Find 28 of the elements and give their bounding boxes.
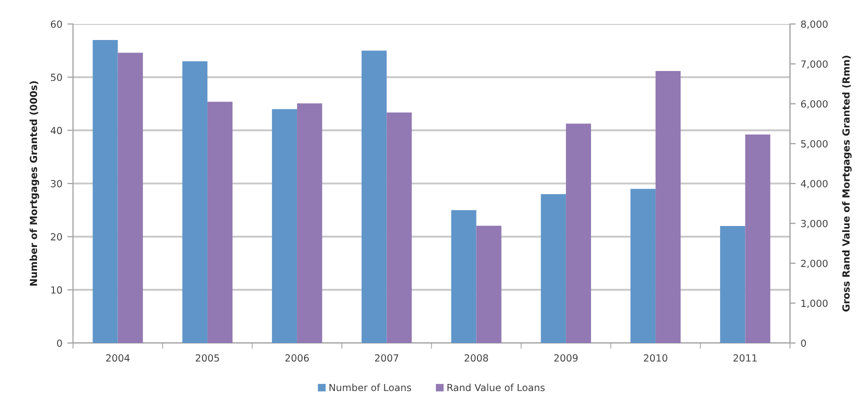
y-axis-title: Number of Mortgages Granted (000s) [30,81,40,286]
x-tick-label: 2008 [464,354,488,362]
y2-tick-label: 2,000 [801,260,828,268]
y2-tick-label: 7,000 [801,60,828,69]
x-tick-label: 2007 [375,354,398,362]
y-tick-label: 60 [50,20,62,28]
y-tick-label: 50 [50,74,62,81]
x-tick-label: 2006 [285,354,309,362]
y2-tick-label: 3,000 [801,220,828,228]
y2-tick-label: 5,000 [801,140,828,148]
y-tick-label: 0 [57,339,62,347]
y2-tick-label: 8,000 [801,20,828,29]
y-tick-label: 10 [51,286,62,294]
y-tick-label: 40 [50,126,62,134]
y2-tick-label: 4,000 [800,180,828,188]
x-tick-label: 2010 [644,354,668,362]
y2-tick-label: 6,000 [801,100,828,109]
legend-label: Number of Loans [330,384,412,392]
x-tick-label: 2011 [734,354,757,362]
y2-tick-label: 0 [801,339,806,347]
x-tick-label: 2009 [554,354,578,362]
y2-tick-label: 1,000 [801,300,828,308]
y-tick-label: 30 [50,180,62,188]
y2-axis-title: Gross Rand Value of Mortgages Granted (Rmn) [842,56,852,312]
y-tick-label: 20 [50,233,62,240]
legend-label: Rand Value of Loans [448,384,545,392]
x-tick-label: 2004 [106,354,130,362]
x-tick-label: 2005 [196,354,219,362]
